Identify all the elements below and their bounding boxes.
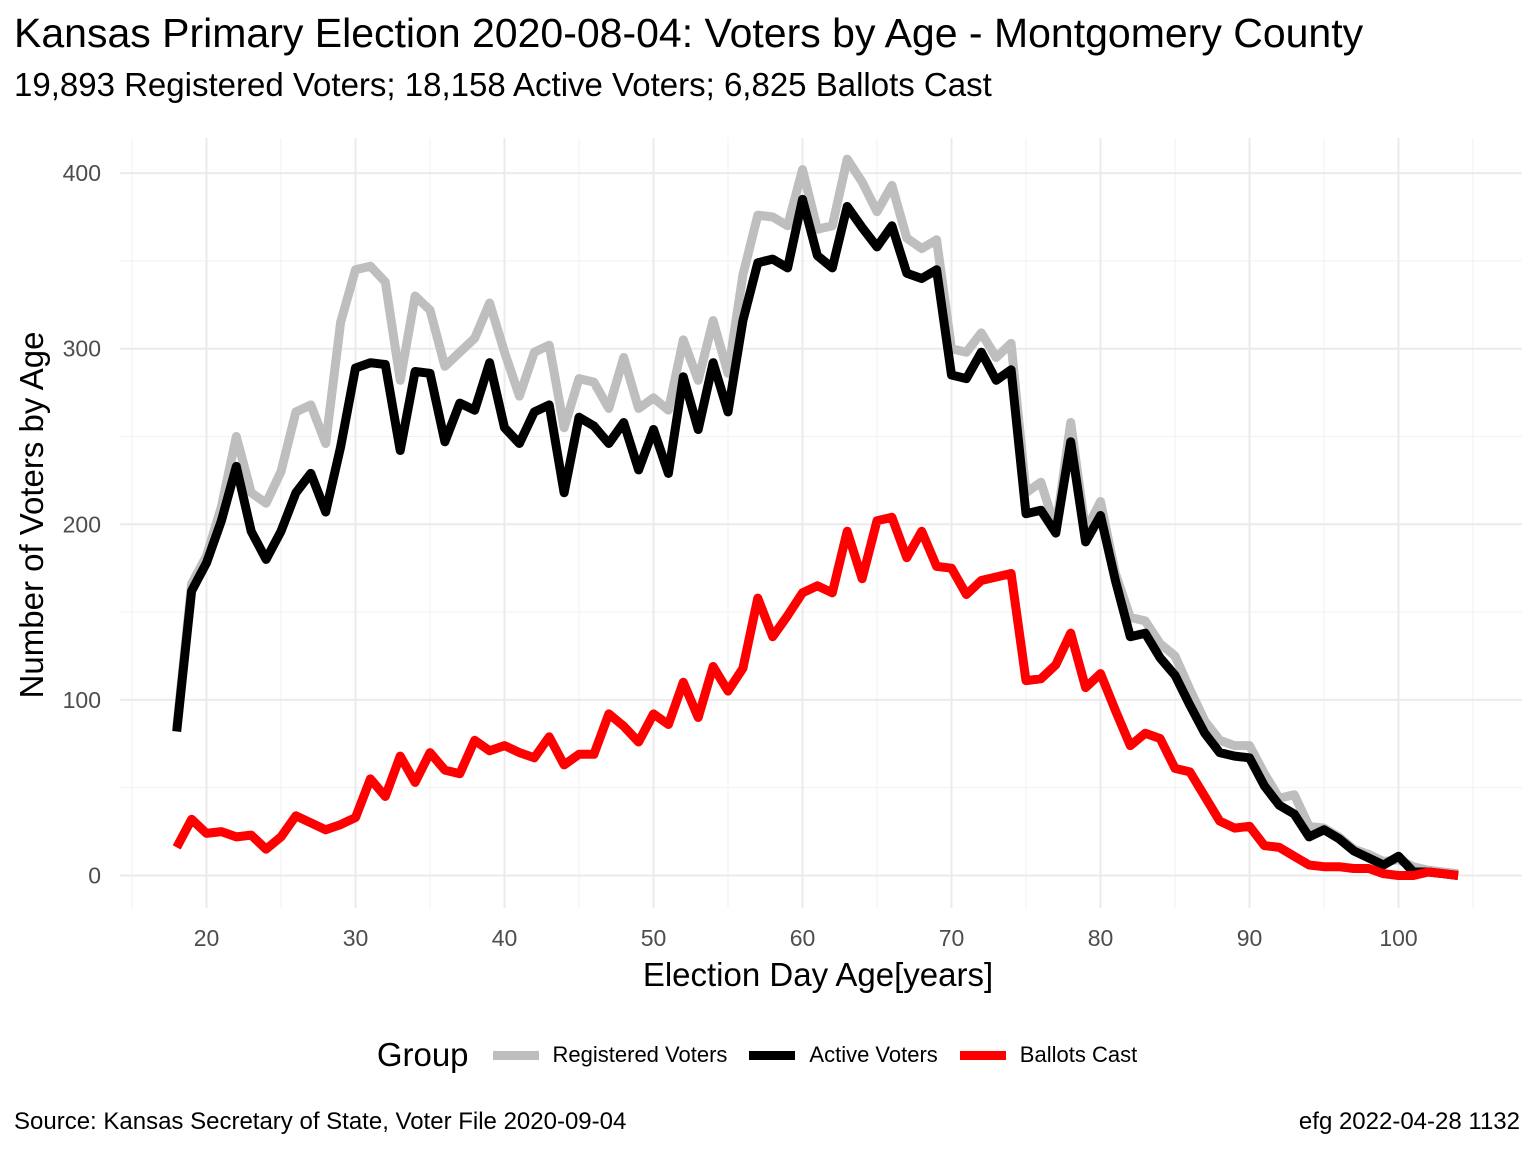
x-tick-label: 30 [343, 925, 369, 951]
series-line-registered [172, 154, 1459, 879]
x-tick-label: 70 [939, 925, 965, 951]
x-tick-label: 100 [1379, 925, 1417, 951]
legend-item-registered: Registered Voters [492, 1042, 728, 1068]
legend-item-ballots: Ballots Cast [959, 1042, 1138, 1068]
legend-key-registered [492, 1050, 539, 1060]
x-tick-label: 90 [1237, 925, 1263, 951]
x-axis-title: Election Day Age[years] [643, 956, 993, 993]
x-tick-label: 50 [641, 925, 667, 951]
legend-label-registered: Registered Voters [552, 1042, 728, 1067]
legend-title: Group [376, 1036, 469, 1073]
legend-label-active: Active Voters [809, 1042, 938, 1067]
legend-item-active: Active Voters [749, 1042, 938, 1068]
x-tick-label: 80 [1088, 925, 1114, 951]
chart-title: Kansas Primary Election 2020-08-04: Vote… [14, 10, 1364, 56]
series-line-active [172, 194, 1459, 880]
x-tick-label: 60 [790, 925, 816, 951]
legend-key-active [749, 1050, 796, 1060]
x-tick-label: 20 [194, 925, 220, 951]
legend-label-ballots: Ballots Cast [1019, 1042, 1138, 1067]
y-tick-label: 400 [63, 160, 101, 186]
legend-key-ballots [959, 1050, 1006, 1060]
y-tick-label: 0 [88, 863, 101, 889]
timestamp-caption: efg 2022-04-28 1132 [1298, 1108, 1520, 1135]
x-tick-label: 40 [492, 925, 518, 951]
line-chart: 20 30 40 50 60 70 80 90 100 0 100 200 300 400 Election… [13, 138, 1522, 993]
legend: Group Registered Voters Active Voters Ba… [0, 1036, 1536, 1074]
series-line-ballots [172, 512, 1459, 880]
y-tick-label: 300 [63, 336, 101, 362]
source-caption: Source: Kansas Secretary of State, Voter… [14, 1108, 627, 1135]
y-tick-label: 100 [63, 687, 101, 713]
y-tick-label: 200 [63, 511, 101, 537]
chart-subtitle: 19,893 Registered Voters; 18,158 Active … [14, 66, 992, 103]
y-axis-title: Number of Voters by Age [13, 332, 50, 699]
